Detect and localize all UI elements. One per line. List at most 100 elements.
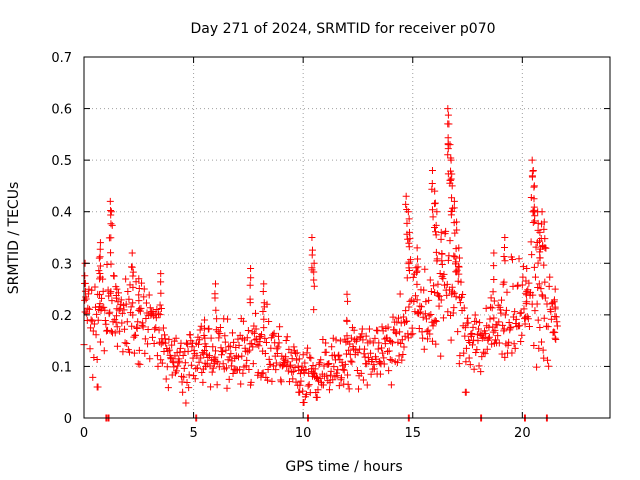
data-point <box>427 287 435 295</box>
data-point <box>182 399 190 407</box>
data-point <box>214 358 222 366</box>
data-point-peak <box>453 226 461 234</box>
data-point-peak <box>444 111 452 119</box>
data-point <box>255 342 263 350</box>
data-point <box>483 345 491 353</box>
data-point <box>537 285 545 293</box>
data-point <box>345 385 353 393</box>
data-point <box>429 322 437 330</box>
data-point <box>324 360 332 368</box>
data-point <box>248 339 256 347</box>
data-point-peak <box>260 280 268 288</box>
data-point <box>173 367 181 375</box>
data-point <box>228 329 236 337</box>
y-axis: 0 0.1 0.2 0.3 0.4 0.5 0.6 0.7 <box>51 51 610 427</box>
data-point <box>209 343 217 351</box>
data-point <box>295 355 303 363</box>
data-point <box>259 369 267 377</box>
data-point <box>138 279 146 287</box>
data-point <box>460 349 468 357</box>
data-point-peak <box>343 332 351 340</box>
data-point <box>213 315 221 323</box>
data-point <box>216 323 224 331</box>
data-point-peak <box>490 275 498 283</box>
data-point <box>141 349 149 357</box>
data-point <box>392 330 400 338</box>
y-axis-label: SRMTID / TECUs <box>6 182 22 295</box>
data-point <box>511 308 519 316</box>
data-point <box>302 390 310 398</box>
data-point <box>294 362 302 370</box>
data-point <box>282 337 290 345</box>
data-point <box>121 339 129 347</box>
data-point <box>376 359 384 367</box>
data-point <box>395 352 403 360</box>
data-point <box>186 331 194 339</box>
data-point <box>260 324 268 332</box>
data-point <box>523 298 531 306</box>
data-point <box>197 354 205 362</box>
data-point <box>460 304 468 312</box>
data-point-peak <box>107 220 115 228</box>
data-point <box>85 305 93 313</box>
data-point <box>225 343 233 351</box>
data-point <box>475 325 482 333</box>
data-point <box>395 314 403 322</box>
data-point <box>325 386 333 394</box>
data-point-peak <box>201 340 209 348</box>
data-point <box>484 335 492 343</box>
data-point-peak <box>448 194 456 202</box>
data-point-peak <box>540 225 548 233</box>
data-point <box>133 323 141 331</box>
data-point-peak <box>247 274 255 282</box>
data-point <box>491 336 499 344</box>
data-point <box>115 289 123 297</box>
data-point <box>84 304 92 312</box>
data-point <box>297 377 305 385</box>
data-point-peak <box>450 204 458 212</box>
data-point <box>283 333 291 341</box>
data-point <box>449 288 457 296</box>
data-point <box>274 343 282 351</box>
data-point <box>229 370 237 378</box>
data-point <box>421 310 429 318</box>
data-point-peak <box>551 312 559 320</box>
data-point <box>296 370 304 378</box>
data-point <box>367 349 375 357</box>
data-point <box>100 347 108 355</box>
data-point-peak <box>95 254 103 262</box>
data-point <box>500 327 508 335</box>
data-point <box>380 354 388 362</box>
data-point-peak <box>200 350 208 358</box>
data-point <box>396 328 404 336</box>
data-point <box>398 336 406 344</box>
data-point <box>311 365 319 373</box>
data-point-peak <box>444 134 452 142</box>
data-point <box>130 349 138 357</box>
data-point <box>461 324 469 332</box>
data-point-peak <box>540 261 548 269</box>
data-point <box>243 334 251 342</box>
data-point <box>108 297 116 305</box>
data-point <box>477 368 485 376</box>
data-point <box>162 375 170 383</box>
data-point <box>164 347 172 355</box>
data-point <box>181 359 189 367</box>
data-point <box>420 286 428 294</box>
data-point <box>123 318 131 326</box>
data-point <box>175 357 183 365</box>
data-point <box>534 284 542 292</box>
data-point-peak <box>127 263 135 271</box>
data-point <box>529 218 537 226</box>
data-point <box>547 308 555 316</box>
data-point <box>290 343 298 351</box>
data-point <box>515 255 523 263</box>
data-point <box>464 319 472 327</box>
data-point <box>359 376 367 384</box>
data-point-peak <box>81 287 89 295</box>
data-point <box>162 339 170 347</box>
data-point <box>361 345 369 353</box>
data-point-peak <box>128 249 136 257</box>
data-point <box>491 326 499 334</box>
data-point-peak <box>455 263 463 271</box>
